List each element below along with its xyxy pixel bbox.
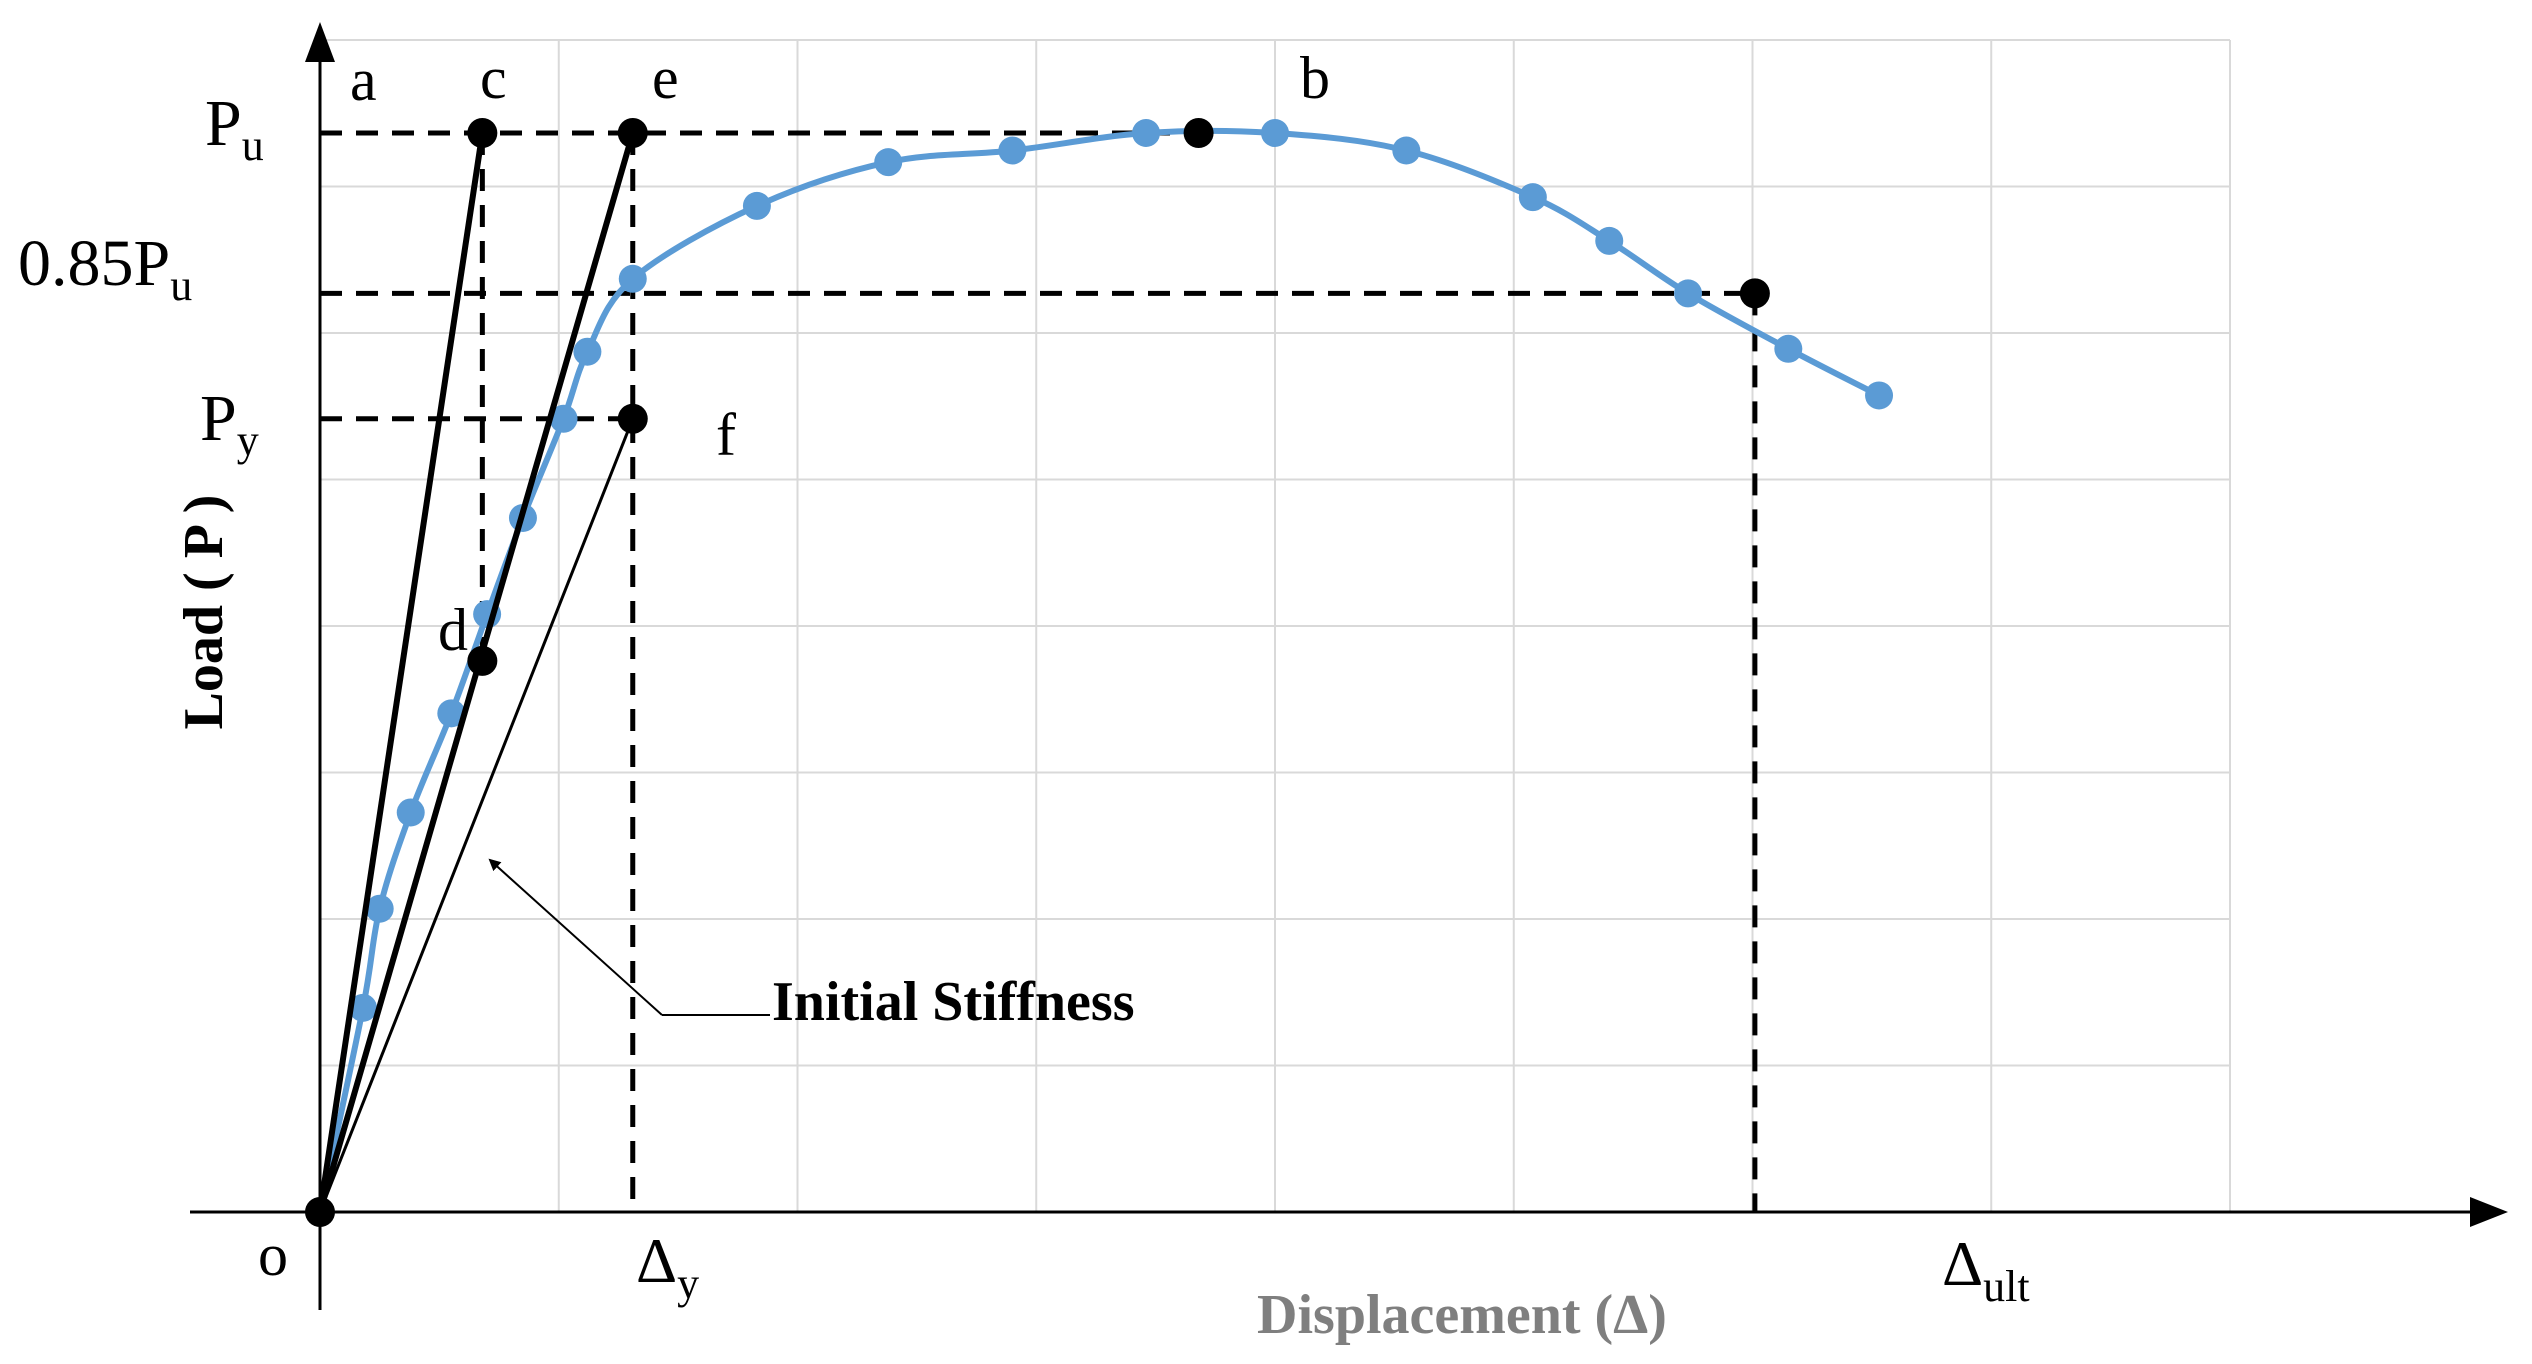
series-point <box>1774 334 1803 363</box>
grid <box>319 39 2231 1213</box>
x-axis-title: Displacement (Δ) <box>1257 1284 1667 1346</box>
series-point <box>1674 279 1703 308</box>
label-e: e <box>652 45 679 111</box>
marker-py: Py <box>200 382 259 465</box>
marker-085pu: 0.85Pu <box>18 227 192 310</box>
series-point <box>1392 136 1421 165</box>
key-points <box>305 118 1770 1227</box>
initial-stiffness-callout: Initial Stiffness <box>488 858 1135 1033</box>
series-point <box>1132 119 1161 147</box>
point-labels: a c e b d f o <box>258 45 1330 1288</box>
key-point-o <box>305 1197 335 1227</box>
series-point <box>1518 183 1547 212</box>
key-point-b <box>1183 118 1214 148</box>
x-axis-arrow-icon <box>2470 1197 2508 1227</box>
initial-stiffness-label: Initial Stiffness <box>772 971 1135 1033</box>
key-point-c <box>467 118 498 148</box>
dashed-guides <box>320 130 1758 1212</box>
series-point <box>549 404 578 433</box>
marker-delta-ult: Δult <box>1942 1228 2030 1311</box>
initial-stiffness <box>318 418 635 1213</box>
callout-arrow <box>488 858 663 1016</box>
line-o-c <box>317 132 486 1213</box>
label-f: f <box>716 402 736 468</box>
series <box>317 119 1894 1213</box>
series-point <box>437 699 466 728</box>
series-point <box>618 264 647 293</box>
y-markers: Pu 0.85Pu Py <box>18 87 264 465</box>
key-point <box>1739 278 1770 309</box>
series-point <box>1261 119 1289 147</box>
y-axis-arrow-icon <box>305 22 335 62</box>
label-b: b <box>1300 45 1330 111</box>
marker-pu: Pu <box>205 87 264 170</box>
label-a: a <box>350 47 377 113</box>
series-point <box>573 337 602 366</box>
series-point <box>874 148 903 177</box>
series-point <box>396 798 425 827</box>
marker-delta-y: Δy <box>636 1225 699 1308</box>
key-point-e <box>617 118 648 148</box>
series-point <box>742 191 771 220</box>
series-point <box>348 993 377 1022</box>
y-axis-title: Load ( P ) <box>173 495 235 730</box>
series-point <box>1865 381 1894 410</box>
key-point-d <box>467 645 498 676</box>
series-point <box>365 894 394 923</box>
series-point <box>1595 226 1624 255</box>
label-c: c <box>480 45 507 111</box>
x-markers: Δy Δult <box>636 1225 2030 1311</box>
series-point <box>998 136 1027 165</box>
axes <box>190 22 2508 1310</box>
key-point-f <box>617 403 648 434</box>
label-o: o <box>258 1222 288 1288</box>
label-d: d <box>438 597 468 663</box>
